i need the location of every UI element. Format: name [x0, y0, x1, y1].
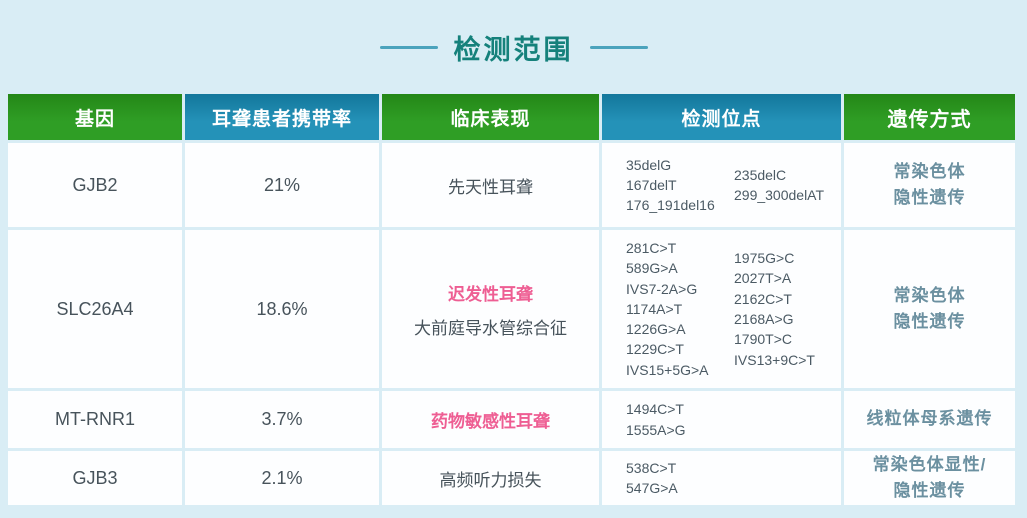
clinical-highlight-text: 药物敏感性耳聋: [431, 412, 550, 431]
clinical-normal-text: 先天性耳聋: [448, 177, 533, 197]
section-title-bar: 检测范围: [0, 0, 1027, 94]
col-header-inheritance: 遗传方式: [844, 94, 1015, 140]
clinical-cell: 先天性耳聋: [382, 143, 599, 227]
sites-columns: 35delG 167delT 176_191del16 235delC 299_…: [626, 155, 824, 216]
inheritance-cell: 线粒体母系遗传: [844, 391, 1015, 448]
inheritance-cell: 常染色体 隐性遗传: [844, 143, 1015, 227]
sites-list-right: 1975G>C 2027T>A 2162C>T 2168A>G 1790T>C …: [734, 250, 815, 368]
sites-columns: 538C>T 547G>A: [626, 458, 734, 499]
sites-list-left: 538C>T 547G>A: [626, 459, 678, 496]
detection-range-table: 基因 耳聋患者携带率 临床表现 检测位点 遗传方式 GJB2 21% 先天性耳聋…: [8, 94, 1015, 505]
title-left-dash: [379, 45, 438, 49]
sites-columns: 281C>T 589G>A IVS7-2A>G 1174A>T 1226G>A …: [626, 238, 815, 380]
page-title: 检测范围: [453, 34, 574, 65]
sites-columns: 1494C>T 1555A>G: [626, 399, 734, 440]
carrier-rate: 2.1%: [185, 451, 379, 505]
sites-list-left: 1494C>T 1555A>G: [626, 401, 686, 438]
col-header-clinical: 临床表现: [382, 94, 599, 140]
clinical-highlight-text: 迟发性耳聋: [448, 284, 533, 304]
carrier-rate: 3.7%: [185, 391, 379, 448]
col-header-carrier-rate: 耳聋患者携带率: [185, 94, 379, 140]
col-header-gene: 基因: [8, 94, 182, 140]
gene-name: SLC26A4: [8, 230, 182, 388]
sites-list-left: 281C>T 589G>A IVS7-2A>G 1174A>T 1226G>A …: [626, 239, 709, 378]
title-right-dash: [589, 45, 648, 49]
sites-list-left: 35delG 167delT 176_191del16: [626, 156, 715, 214]
carrier-rate: 18.6%: [185, 230, 379, 388]
gene-name: GJB3: [8, 451, 182, 505]
clinical-normal-text: 高频听力损失: [439, 470, 542, 490]
sites-cell: 1494C>T 1555A>G: [602, 391, 841, 448]
clinical-cell: 迟发性耳聋 大前庭导水管综合征: [382, 230, 599, 388]
sites-cell: 538C>T 547G>A: [602, 451, 841, 505]
clinical-normal-text: 大前庭导水管综合征: [414, 318, 567, 338]
inheritance-cell: 常染色体 隐性遗传: [844, 230, 1015, 388]
sites-cell: 281C>T 589G>A IVS7-2A>G 1174A>T 1226G>A …: [602, 230, 841, 388]
gene-name: GJB2: [8, 143, 182, 227]
clinical-cell: 药物敏感性耳聋: [382, 391, 599, 448]
sites-cell: 35delG 167delT 176_191del16 235delC 299_…: [602, 143, 841, 227]
inheritance-cell: 常染色体显性/ 隐性遗传: [844, 451, 1015, 505]
col-header-sites: 检测位点: [602, 94, 841, 140]
clinical-cell: 高频听力损失: [382, 451, 599, 505]
sites-list-right: 235delC 299_300delAT: [734, 166, 825, 203]
gene-name: MT-RNR1: [8, 391, 182, 448]
carrier-rate: 21%: [185, 143, 379, 227]
